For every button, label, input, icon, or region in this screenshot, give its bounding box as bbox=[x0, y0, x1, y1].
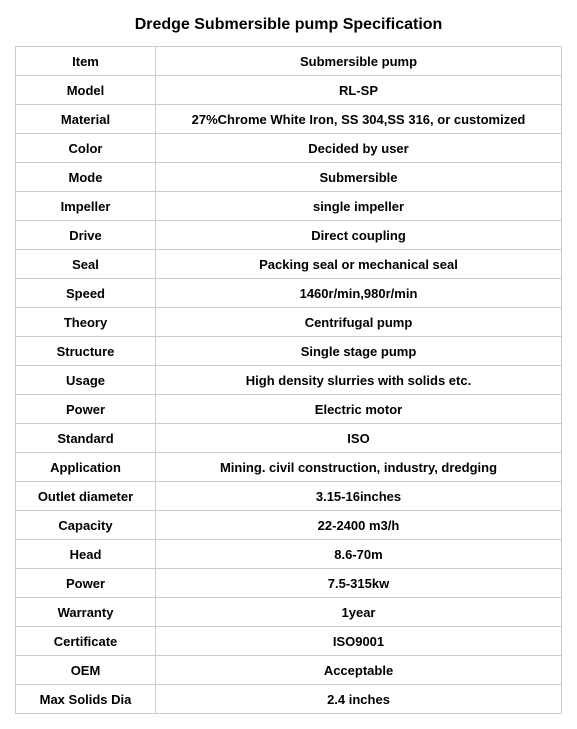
spec-value: Packing seal or mechanical seal bbox=[156, 250, 562, 279]
spec-label: Head bbox=[16, 540, 156, 569]
table-row: Warranty1year bbox=[16, 598, 562, 627]
spec-label: Warranty bbox=[16, 598, 156, 627]
table-row: SealPacking seal or mechanical seal bbox=[16, 250, 562, 279]
spec-label: Capacity bbox=[16, 511, 156, 540]
spec-label: Certificate bbox=[16, 627, 156, 656]
page-title: Dredge Submersible pump Specification bbox=[15, 8, 562, 46]
spec-value: Direct coupling bbox=[156, 221, 562, 250]
spec-table: ItemSubmersible pumpModelRL-SPMaterial27… bbox=[15, 46, 562, 714]
table-row: Outlet diameter3.15-16inches bbox=[16, 482, 562, 511]
spec-label: Mode bbox=[16, 163, 156, 192]
spec-value: Submersible bbox=[156, 163, 562, 192]
table-row: UsageHigh density slurries with solids e… bbox=[16, 366, 562, 395]
spec-value: Decided by user bbox=[156, 134, 562, 163]
spec-label: Impeller bbox=[16, 192, 156, 221]
spec-value: single impeller bbox=[156, 192, 562, 221]
spec-label: Item bbox=[16, 47, 156, 76]
spec-value: ISO bbox=[156, 424, 562, 453]
spec-label: Color bbox=[16, 134, 156, 163]
table-row: Speed1460r/min,980r/min bbox=[16, 279, 562, 308]
spec-label: Power bbox=[16, 395, 156, 424]
table-row: Head8.6-70m bbox=[16, 540, 562, 569]
table-row: Capacity22-2400 m3/h bbox=[16, 511, 562, 540]
spec-label: Power bbox=[16, 569, 156, 598]
spec-value: 22-2400 m3/h bbox=[156, 511, 562, 540]
spec-value: High density slurries with solids etc. bbox=[156, 366, 562, 395]
spec-value: Mining. civil construction, industry, dr… bbox=[156, 453, 562, 482]
table-row: StandardISO bbox=[16, 424, 562, 453]
spec-label: Max Solids Dia bbox=[16, 685, 156, 714]
table-row: Impellersingle impeller bbox=[16, 192, 562, 221]
spec-value: Single stage pump bbox=[156, 337, 562, 366]
spec-value: Acceptable bbox=[156, 656, 562, 685]
table-row: ItemSubmersible pump bbox=[16, 47, 562, 76]
table-row: Power7.5-315kw bbox=[16, 569, 562, 598]
spec-value: 3.15-16inches bbox=[156, 482, 562, 511]
table-row: Max Solids Dia2.4 inches bbox=[16, 685, 562, 714]
spec-label: Theory bbox=[16, 308, 156, 337]
spec-label: Usage bbox=[16, 366, 156, 395]
spec-value: 7.5-315kw bbox=[156, 569, 562, 598]
spec-label: OEM bbox=[16, 656, 156, 685]
table-row: Material27%Chrome White Iron, SS 304,SS … bbox=[16, 105, 562, 134]
spec-label: Model bbox=[16, 76, 156, 105]
table-row: TheoryCentrifugal pump bbox=[16, 308, 562, 337]
spec-value: 27%Chrome White Iron, SS 304,SS 316, or … bbox=[156, 105, 562, 134]
spec-value: 1460r/min,980r/min bbox=[156, 279, 562, 308]
table-row: OEMAcceptable bbox=[16, 656, 562, 685]
spec-value: RL-SP bbox=[156, 76, 562, 105]
spec-label: Speed bbox=[16, 279, 156, 308]
spec-label: Material bbox=[16, 105, 156, 134]
spec-label: Seal bbox=[16, 250, 156, 279]
spec-value: 1year bbox=[156, 598, 562, 627]
spec-container: Dredge Submersible pump Specification It… bbox=[0, 0, 577, 729]
table-row: DriveDirect coupling bbox=[16, 221, 562, 250]
table-row: ModeSubmersible bbox=[16, 163, 562, 192]
table-row: ApplicationMining. civil construction, i… bbox=[16, 453, 562, 482]
table-row: ModelRL-SP bbox=[16, 76, 562, 105]
spec-label: Structure bbox=[16, 337, 156, 366]
spec-value: Submersible pump bbox=[156, 47, 562, 76]
spec-value: ISO9001 bbox=[156, 627, 562, 656]
spec-label: Outlet diameter bbox=[16, 482, 156, 511]
table-row: PowerElectric motor bbox=[16, 395, 562, 424]
table-row: StructureSingle stage pump bbox=[16, 337, 562, 366]
spec-value: 2.4 inches bbox=[156, 685, 562, 714]
table-row: ColorDecided by user bbox=[16, 134, 562, 163]
spec-label: Drive bbox=[16, 221, 156, 250]
spec-label: Application bbox=[16, 453, 156, 482]
table-row: CertificateISO9001 bbox=[16, 627, 562, 656]
spec-value: Centrifugal pump bbox=[156, 308, 562, 337]
spec-label: Standard bbox=[16, 424, 156, 453]
spec-value: 8.6-70m bbox=[156, 540, 562, 569]
spec-value: Electric motor bbox=[156, 395, 562, 424]
